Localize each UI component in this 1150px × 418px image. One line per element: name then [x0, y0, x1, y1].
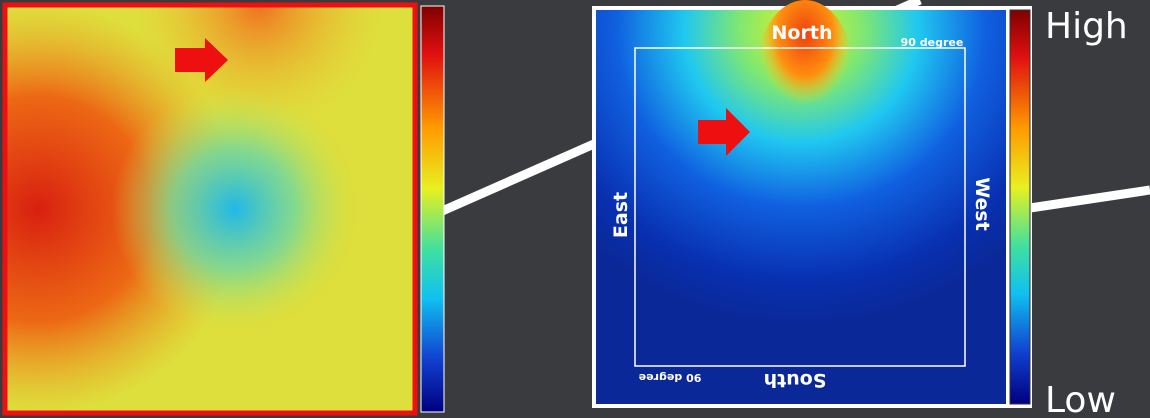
west-label: West — [971, 177, 993, 231]
left-panel — [5, 5, 444, 413]
heatmap-layer — [757, 0, 853, 140]
page: North 90 degree East West South 90 degre… — [0, 0, 1150, 418]
east-label: East — [610, 192, 632, 238]
low-label: Low — [1045, 380, 1116, 418]
colorbar — [421, 6, 444, 412]
background-line — [1030, 190, 1150, 208]
north-label: North — [772, 22, 833, 44]
figure: North 90 degree East West South 90 degre… — [0, 0, 1150, 418]
high-label: High — [1045, 6, 1128, 47]
south-label: South — [764, 369, 827, 391]
right-panel: North 90 degree East West South 90 degre… — [592, 0, 1032, 408]
degree-label: 90 degree — [639, 371, 702, 384]
degree-label: 90 degree — [901, 36, 964, 49]
colorbar — [1010, 10, 1030, 404]
